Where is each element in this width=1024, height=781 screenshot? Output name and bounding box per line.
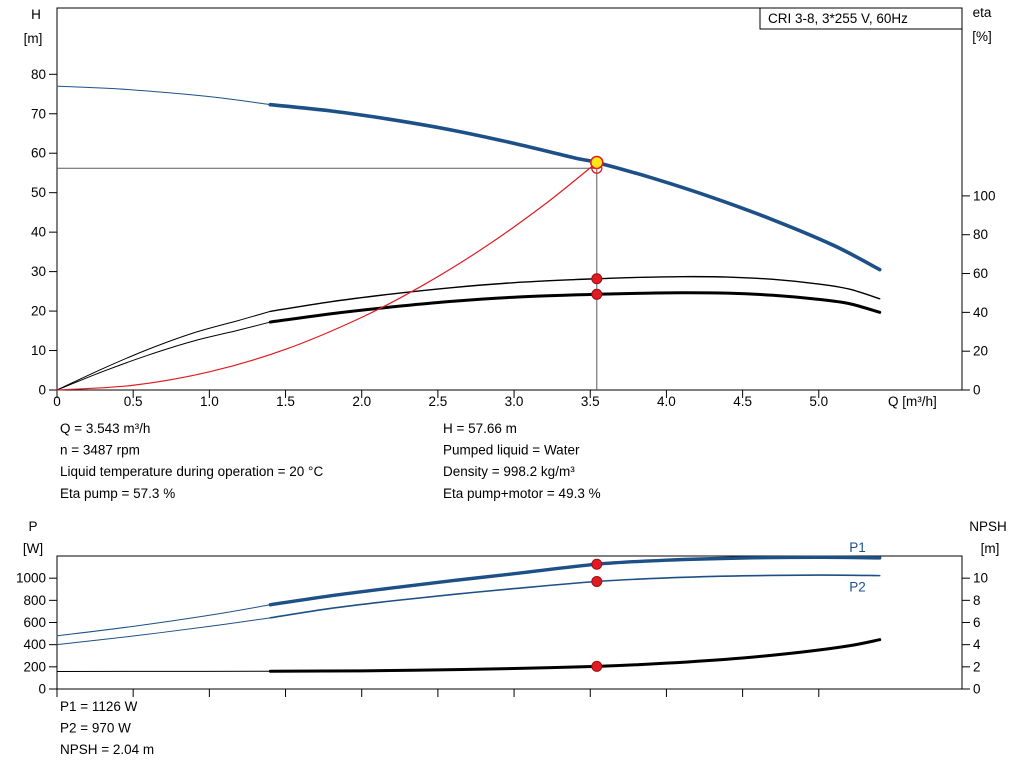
y-right-tick-label: 0 [973, 383, 981, 398]
curve-p1 [268, 555, 882, 607]
y-right-tick-label: 60 [973, 266, 988, 281]
annotation-top-right-3: Eta pump+motor = 49.3 % [443, 486, 601, 501]
x-tick-label: 5.0 [809, 394, 828, 409]
annotation-top-left-1: n = 3487 rpm [60, 443, 140, 458]
y-right-tick-label: 0 [973, 682, 981, 697]
pump-model-label: CRI 3-8, 3*255 V, 60Hz [768, 11, 908, 26]
y-left-tick-label: 600 [23, 615, 46, 630]
x-tick-label: 4.0 [657, 394, 676, 409]
curve-eta-pump-ext [56, 310, 271, 391]
x-tick-label: 3.5 [581, 394, 600, 409]
y-left-tick-label: 400 [23, 637, 46, 652]
head-axis-name: H [31, 7, 41, 22]
y-left-tick-label: 10 [31, 343, 46, 358]
operating-value-marker [591, 288, 603, 300]
curve-label-p2: P2 [849, 580, 866, 595]
y-left-tick-label: 0 [38, 383, 46, 398]
y-left-tick-label: 50 [31, 185, 46, 200]
head-axis-unit: [m] [24, 31, 43, 46]
y-left-tick-label: 60 [31, 146, 46, 161]
x-tick-label: 0 [53, 394, 61, 409]
curve-system [56, 161, 598, 391]
x-tick-label: 4.5 [733, 394, 752, 409]
y-right-tick-label: 80 [973, 227, 988, 242]
y-right-tick-label: 10 [973, 571, 988, 586]
y-right-tick-label: 6 [973, 615, 981, 630]
curve-hq-ext [56, 85, 271, 106]
flow-axis-label: Q [m³/h] [888, 394, 937, 409]
operating-value-marker [591, 575, 603, 587]
operating-value-marker [591, 660, 603, 672]
annotation-bottom-1: P2 = 970 W [60, 721, 131, 736]
duty-point-marker[interactable] [590, 155, 604, 170]
annotation-bottom-0: P1 = 1126 W [60, 699, 138, 714]
x-tick-label: 0.5 [124, 394, 143, 409]
curve-eta-pump [269, 275, 881, 313]
x-tick-label: 2.0 [352, 394, 371, 409]
plot-border [56, 7, 963, 391]
operating-value-marker [591, 558, 603, 570]
y-right-tick-label: 8 [973, 593, 981, 608]
operating-value-marker [591, 273, 603, 285]
curve-eta-pm [268, 291, 882, 324]
y-left-tick-label: 80 [31, 67, 46, 82]
y-left-tick-label: 70 [31, 106, 46, 121]
annotation-top-left-3: Eta pump = 57.3 % [60, 486, 175, 501]
y-left-tick-label: 40 [31, 225, 46, 240]
x-tick-label: 1.0 [200, 394, 219, 409]
power-axis-unit: [W] [23, 541, 43, 556]
x-tick-label: 1.5 [276, 394, 295, 409]
curve-p1-ext [56, 604, 271, 637]
eta-axis-name: eta [973, 5, 992, 20]
chart-area-power-npsh: 0 200 400 600 800 1000 0 2 4 6 8 10 P1 P2 [16, 540, 988, 697]
curve-eta-pm-ext [56, 321, 271, 391]
y-right-tick-label: 4 [973, 637, 981, 652]
curve-npsh [268, 638, 882, 673]
annotation-top-right-2: Density = 998.2 kg/m³ [443, 464, 575, 479]
y-right-tick-label: 2 [973, 659, 981, 674]
y-left-tick-label: 800 [23, 593, 46, 608]
power-axis-name: P [28, 519, 37, 534]
y-left-tick-label: 200 [23, 659, 46, 674]
annotation-top-left-0: Q = 3.543 m³/h [60, 421, 150, 436]
x-tick-label: 2.5 [429, 394, 448, 409]
annotation-bottom-2: NPSH = 2.04 m [60, 742, 154, 757]
eta-axis-unit: [%] [972, 29, 992, 44]
curve-hq [268, 102, 882, 272]
y-right-tick-label: 40 [973, 305, 988, 320]
y-right-tick-label: 100 [973, 188, 996, 203]
y-left-tick-label: 0 [38, 682, 46, 697]
x-tick-label: 3.0 [505, 394, 524, 409]
chart-area-hq: 0 10 20 30 40 50 60 70 80 0 20 40 60 80 100 0 0.5 1.0 1.5 2… [31, 7, 996, 409]
curve-label-p1: P1 [849, 540, 866, 555]
curve-p2-ext [56, 617, 271, 646]
npsh-axis-unit: [m] [981, 541, 1000, 556]
npsh-axis-name: NPSH [969, 519, 1007, 534]
curve-p2 [269, 574, 881, 619]
y-left-tick-label: 30 [31, 264, 46, 279]
y-left-tick-label: 20 [31, 304, 46, 319]
annotation-top-right-0: H = 57.66 m [443, 421, 517, 436]
annotation-top-right-1: Pumped liquid = Water [443, 443, 580, 458]
y-left-tick-label: 1000 [16, 571, 46, 586]
y-right-tick-label: 20 [973, 344, 988, 359]
annotation-top-left-2: Liquid temperature during operation = 20… [60, 464, 323, 479]
